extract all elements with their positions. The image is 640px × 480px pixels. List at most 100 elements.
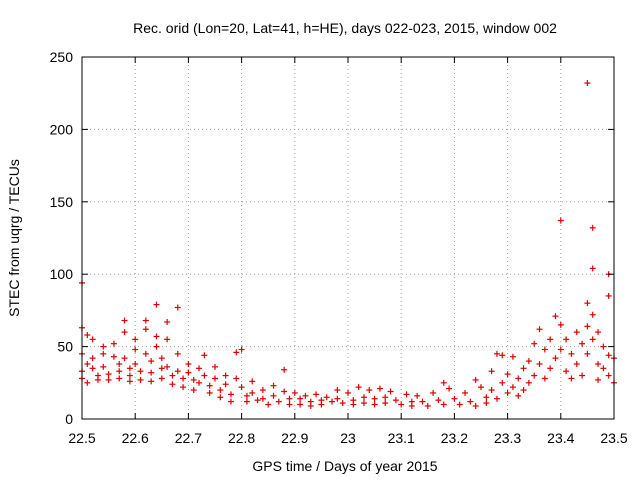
data-point <box>222 381 229 388</box>
data-point <box>525 379 532 386</box>
data-point <box>238 346 245 353</box>
data-point <box>302 392 309 399</box>
data-point <box>557 217 564 224</box>
x-tick-labels: 22.5 22.6 22.7 22.8 22.9 23 23.1 23.2 23.3 23.4 23… <box>68 430 627 446</box>
x-tick-label: 23.4 <box>547 430 574 446</box>
data-point <box>552 313 559 320</box>
y-axis-label: STEC from uqrg / TECUs <box>6 159 22 317</box>
data-point <box>595 329 602 336</box>
data-point <box>169 381 176 388</box>
data-point <box>499 352 506 359</box>
data-point <box>360 400 367 407</box>
chart-title: Rec. orid (Lon=20, Lat=41, h=HE), days 0… <box>133 20 557 36</box>
data-point <box>483 394 490 401</box>
data-point <box>164 336 171 343</box>
data-point <box>472 376 479 383</box>
data-point <box>291 389 298 396</box>
x-tick-label: 22.7 <box>175 430 202 446</box>
data-point <box>520 365 527 372</box>
data-point <box>297 401 304 408</box>
x-tick-label: 23 <box>340 430 356 446</box>
data-point <box>286 401 293 408</box>
data-point <box>270 392 277 399</box>
data-point <box>297 395 304 402</box>
data-point <box>493 395 500 402</box>
data-point <box>547 336 554 343</box>
data-points <box>79 80 617 409</box>
data-point <box>595 360 602 367</box>
data-point <box>579 372 586 379</box>
data-point <box>243 398 250 405</box>
data-point <box>509 353 516 360</box>
data-point <box>557 321 564 328</box>
data-point <box>196 379 203 386</box>
data-point <box>371 395 378 402</box>
data-point <box>148 369 155 376</box>
data-point <box>499 379 506 386</box>
data-point <box>403 391 410 398</box>
data-point <box>180 384 187 391</box>
data-point <box>153 343 160 350</box>
data-point <box>584 323 591 330</box>
data-point <box>382 400 389 407</box>
data-point <box>158 375 165 382</box>
data-point <box>547 365 554 372</box>
x-axis-label: GPS time / Days of year 2015 <box>252 458 437 474</box>
data-point <box>541 375 548 382</box>
data-point <box>451 395 458 402</box>
data-point <box>121 355 128 362</box>
data-point <box>350 401 357 408</box>
data-point <box>142 326 149 333</box>
data-point <box>307 402 314 409</box>
data-point <box>281 388 288 395</box>
data-point <box>488 387 495 394</box>
data-point <box>286 395 293 402</box>
data-point <box>387 388 394 395</box>
data-point <box>509 384 516 391</box>
data-point <box>227 398 234 405</box>
data-point <box>600 343 607 350</box>
data-point <box>126 378 133 385</box>
data-point <box>190 376 197 383</box>
data-point <box>116 375 123 382</box>
data-point <box>376 385 383 392</box>
data-point <box>84 379 91 386</box>
data-point <box>573 329 580 336</box>
data-point <box>212 375 218 382</box>
data-point <box>408 402 415 409</box>
data-point <box>318 401 325 408</box>
data-point <box>249 389 256 396</box>
data-point <box>313 391 320 398</box>
data-point <box>94 376 101 383</box>
data-point <box>589 311 596 318</box>
data-point <box>121 317 128 324</box>
data-point <box>579 340 586 347</box>
data-point <box>281 366 288 373</box>
data-point <box>174 368 181 375</box>
data-point <box>435 397 442 404</box>
data-point <box>89 355 96 362</box>
data-point <box>254 397 261 404</box>
data-point <box>605 352 612 359</box>
data-point <box>573 360 580 367</box>
data-point <box>478 384 484 391</box>
data-point <box>536 326 543 333</box>
data-point <box>169 372 176 379</box>
data-point <box>270 382 277 389</box>
data-point <box>158 365 165 372</box>
y-tick-label: 0 <box>65 411 73 427</box>
data-point <box>89 365 96 372</box>
y-tick-label: 150 <box>50 194 74 210</box>
data-point <box>84 360 91 367</box>
x-tick-label: 22.6 <box>122 430 149 446</box>
data-point <box>600 365 607 372</box>
data-point <box>520 387 527 394</box>
data-point <box>472 402 479 409</box>
data-point <box>110 353 117 360</box>
x-tick-label: 22.8 <box>228 430 255 446</box>
data-point <box>589 336 596 343</box>
data-point <box>424 402 431 409</box>
data-point <box>504 371 511 378</box>
data-point <box>595 376 602 383</box>
data-point <box>339 400 346 407</box>
